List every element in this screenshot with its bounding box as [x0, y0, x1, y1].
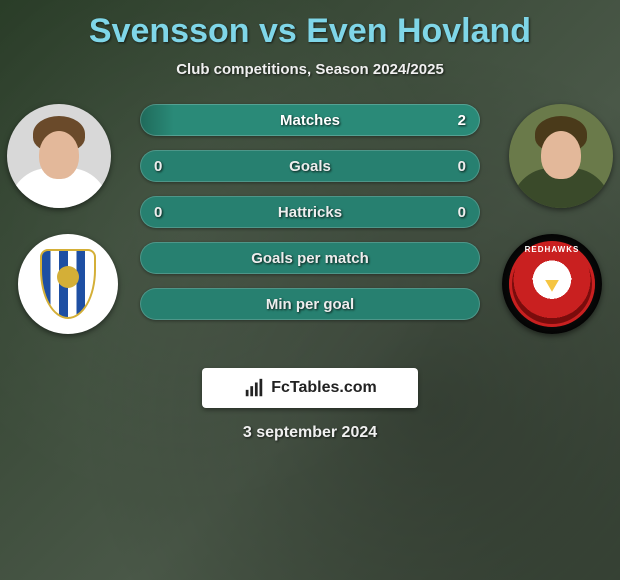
stat-left-value: 0 [154, 158, 162, 175]
date-text: 3 september 2024 [0, 424, 620, 442]
stat-pill: Goals per match [140, 242, 480, 274]
stat-pill-list: Matches 2 0 Goals 0 0 Hattricks 0 Goals per matc… [140, 104, 480, 334]
club-right-text: REDHAWKS [509, 245, 595, 254]
subtitle: Club competitions, Season 2024/2025 [0, 61, 620, 78]
ifk-crest-icon [40, 249, 96, 319]
stat-right-value: 2 [458, 112, 466, 129]
stat-right-value: 0 [458, 204, 466, 221]
stat-pill: 0 Goals 0 [140, 150, 480, 182]
stat-right-value: 0 [458, 158, 466, 175]
stat-pill: 0 Hattricks 0 [140, 196, 480, 228]
stats-area: REDHAWKS Matches 2 0 Goals 0 0 Hattricks 0 Goals… [0, 106, 620, 356]
brand-text: FcTables.com [271, 379, 377, 397]
stat-left-value: 0 [154, 204, 162, 221]
stat-label: Matches [280, 112, 340, 129]
brand-box: FcTables.com [202, 368, 418, 408]
stat-pill: Min per goal [140, 288, 480, 320]
stat-pill: Matches 2 [140, 104, 480, 136]
redhawks-crest-icon: REDHAWKS [509, 241, 595, 327]
stat-label: Goals [289, 158, 331, 175]
club-right-badge: REDHAWKS [502, 234, 602, 334]
page-title: Svensson vs Even Hovland [0, 12, 620, 51]
comparison-card: Svensson vs Even Hovland Club competitio… [0, 0, 620, 580]
stat-label: Hattricks [278, 204, 342, 221]
chart-icon [243, 377, 265, 399]
stat-label: Min per goal [266, 296, 354, 313]
stat-label: Goals per match [251, 250, 369, 267]
player-right-avatar [509, 104, 613, 208]
club-left-badge [18, 234, 118, 334]
player-left-avatar [7, 104, 111, 208]
